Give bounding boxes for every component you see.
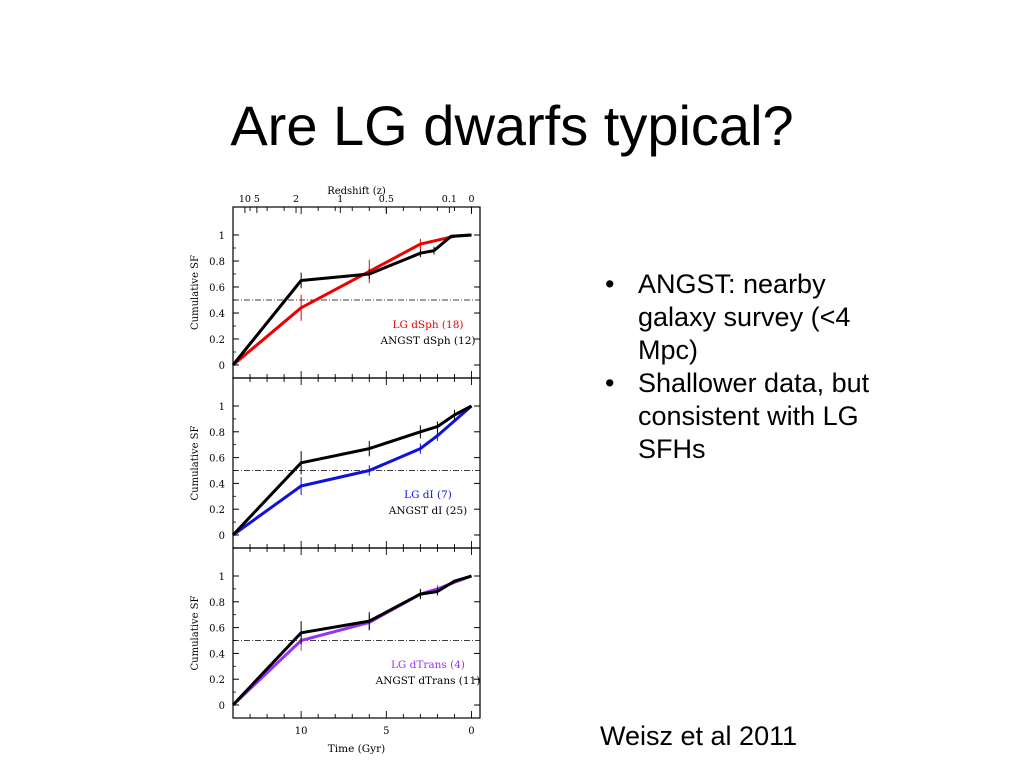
redshift-axis-label: Redshift (z) bbox=[327, 186, 386, 197]
x-tick-label: 5 bbox=[383, 726, 389, 737]
legend-entry-lg: LG dSph (18) bbox=[393, 319, 464, 331]
y-tick-label: 0.6 bbox=[209, 624, 225, 635]
slide-title: Are LG dwarfs typical? bbox=[230, 94, 794, 157]
redshift-tick-label: 2 bbox=[293, 194, 299, 205]
y-tick-label: 0.6 bbox=[209, 454, 225, 465]
y-tick-label: 0 bbox=[219, 701, 225, 712]
y-tick-label: 1 bbox=[219, 402, 225, 413]
y-tick-label: 0.6 bbox=[209, 283, 225, 294]
plot-frame bbox=[232, 206, 481, 379]
y-axis-label: Cumulative SF bbox=[190, 255, 201, 330]
bullet-item: ANGST: nearby galaxy survey (<4 Mpc) bbox=[605, 268, 905, 367]
legend-entry-angst: ANGST dI (25) bbox=[388, 505, 467, 517]
series-line-lg bbox=[232, 404, 473, 537]
y-tick-label: 0.2 bbox=[209, 505, 225, 516]
y-axis-label: Cumulative SF bbox=[190, 595, 201, 670]
y-tick-label: 0.2 bbox=[209, 675, 225, 686]
legend-entry-lg: LG dI (7) bbox=[404, 489, 452, 501]
x-axis-label: Time (Gyr) bbox=[328, 743, 385, 755]
bullet-item: Shallower data, but consistent with LG S… bbox=[605, 367, 905, 466]
y-tick-label: 0 bbox=[219, 531, 225, 542]
legend-entry-lg: LG dTrans (4) bbox=[391, 659, 465, 671]
y-tick-label: 1 bbox=[219, 231, 225, 242]
redshift-tick-label: 0.5 bbox=[379, 194, 394, 205]
y-tick-label: 0.2 bbox=[209, 335, 225, 346]
redshift-tick-label: 5 bbox=[254, 194, 260, 205]
y-tick-label: 0.8 bbox=[209, 257, 225, 268]
y-axis-label: Cumulative SF bbox=[190, 425, 201, 500]
redshift-tick-label: 1 bbox=[337, 194, 343, 205]
y-tick-label: 0.8 bbox=[209, 598, 225, 609]
y-tick-label: 0.4 bbox=[209, 649, 225, 660]
y-tick-label: 0 bbox=[219, 361, 225, 372]
x-tick-label: 10 bbox=[295, 726, 308, 737]
redshift-tick-label: 0 bbox=[468, 194, 474, 205]
redshift-tick-label: 10 bbox=[239, 194, 251, 205]
x-tick-label: 0 bbox=[468, 726, 474, 737]
y-tick-label: 1 bbox=[219, 572, 225, 583]
legend-entry-angst: ANGST dSph (12) bbox=[380, 335, 476, 347]
y-tick-label: 0.8 bbox=[209, 428, 225, 439]
y-tick-label: 0.4 bbox=[209, 479, 225, 490]
redshift-tick-label: 0.1 bbox=[442, 194, 457, 205]
plot-frame bbox=[232, 377, 481, 549]
bullet-list: ANGST: nearby galaxy survey (<4 Mpc) Sha… bbox=[605, 268, 905, 466]
y-tick-label: 0.4 bbox=[209, 309, 225, 320]
plot-frame bbox=[232, 547, 481, 719]
citation-text: Weisz et al 2011 bbox=[600, 721, 798, 751]
sfh-chart-figure: 0 0.2 0.4 0.6 0.8 1 Cumulative SF LG dSph (18) A… bbox=[190, 186, 481, 755]
legend-entry-angst: ANGST dTrans (11) bbox=[375, 675, 481, 687]
